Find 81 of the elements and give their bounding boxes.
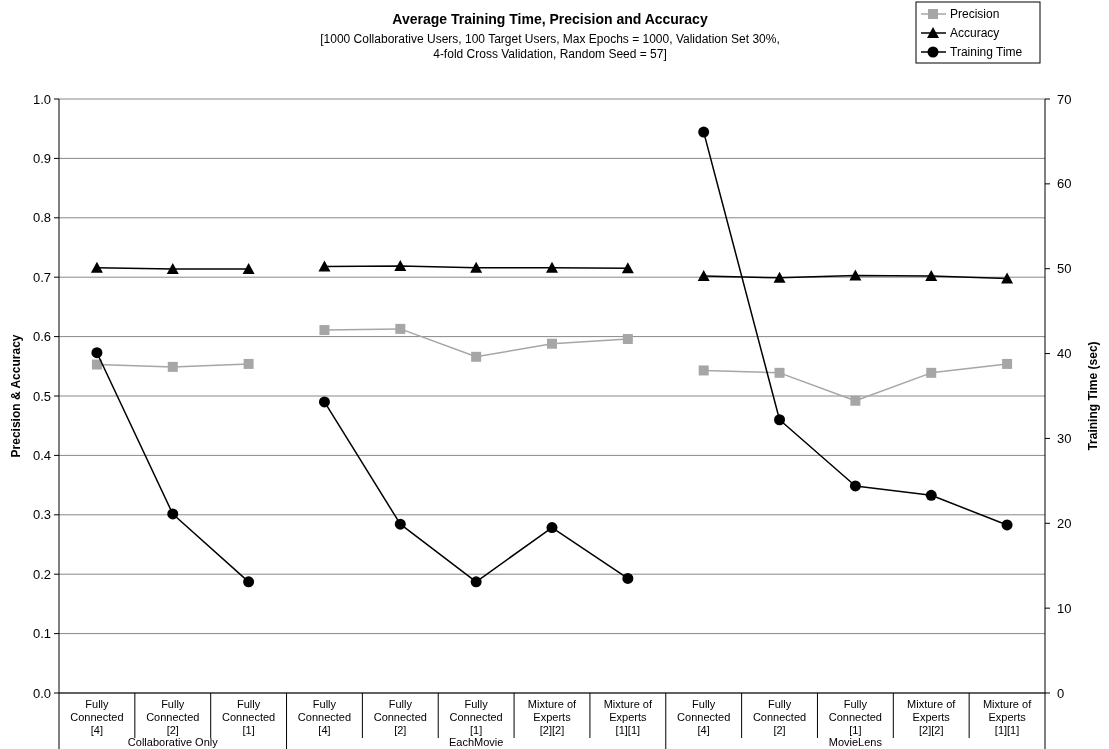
point xyxy=(546,522,558,534)
point xyxy=(774,367,785,378)
point xyxy=(167,508,179,520)
x-tick-label: Fully Connected [2] xyxy=(752,698,807,736)
y2-tick-label: 10 xyxy=(1057,600,1072,616)
point xyxy=(90,261,103,273)
point xyxy=(471,351,482,362)
x-tick-label: Fully Connected [1] xyxy=(449,698,503,736)
point xyxy=(470,576,482,588)
point xyxy=(850,395,861,406)
y-tick-label: 0.3 xyxy=(32,507,51,523)
y2-tick-label: 50 xyxy=(1057,261,1072,277)
x-tick-label: Fully Connected [4] xyxy=(677,698,731,736)
point xyxy=(318,396,330,408)
point xyxy=(91,347,103,359)
x-tick-label: Mixture of Experts [1][1] xyxy=(982,698,1033,736)
point xyxy=(318,260,331,272)
legend-label: Precision xyxy=(950,7,1000,22)
y-tick-label: 0.4 xyxy=(32,447,51,463)
y2-tick-label: 30 xyxy=(1057,430,1072,446)
y-tick-label: 0.9 xyxy=(32,150,51,166)
point xyxy=(546,261,558,273)
point xyxy=(166,262,179,274)
point xyxy=(547,338,557,349)
y-tick-label: 0.7 xyxy=(32,269,51,285)
point xyxy=(925,489,937,501)
text: MovieLens xyxy=(828,736,883,748)
y2-axis-title: Training Time (sec) xyxy=(1086,341,1100,451)
point xyxy=(394,518,406,530)
x-tick-label: Mixture of Experts [2][2] xyxy=(907,698,957,736)
x-tick-label: Fully Connected [1] xyxy=(828,698,882,736)
legend-label: Training Time xyxy=(950,45,1023,60)
x-tick-label: Mixture of Experts [1][1] xyxy=(603,698,653,736)
point xyxy=(1001,519,1013,531)
legend-label: Accuracy xyxy=(950,26,1000,41)
y2-tick-label: 0 xyxy=(1057,685,1065,701)
y-tick-label: 0.2 xyxy=(32,566,51,582)
point xyxy=(849,480,861,492)
chart-subtitle: [1000 Collaborative Users, 100 Target Users, Max Epochs = 1000, Validation Set 30%, 4-fold Cross Validation, Random Seed = 57] xyxy=(320,32,780,61)
x-tick-label: Mixture of Experts [2][2] xyxy=(527,698,578,736)
point xyxy=(319,325,330,336)
text: EachMovie xyxy=(448,736,504,748)
point xyxy=(622,333,633,344)
point xyxy=(242,262,255,274)
text: Collaborative Only xyxy=(127,736,219,748)
x-tick-label: Fully Connected [4] xyxy=(70,698,124,736)
y-tick-label: 0.0 xyxy=(32,685,51,701)
y2-tick-label: 60 xyxy=(1057,176,1072,192)
point xyxy=(925,270,938,282)
point xyxy=(698,365,709,376)
point xyxy=(697,270,710,282)
point xyxy=(167,361,178,372)
y-tick-label: 0.8 xyxy=(32,210,51,226)
point xyxy=(773,271,786,283)
x-tick-label: Fully Connected [2] xyxy=(146,698,200,736)
point xyxy=(622,572,634,584)
point xyxy=(774,414,786,426)
y-tick-label: 0.1 xyxy=(32,626,51,642)
y-tick-label: 0.6 xyxy=(32,329,51,345)
y-tick-label: 0.5 xyxy=(32,388,51,404)
chart-title: Average Training Time, Precision and Accuracy xyxy=(392,11,708,27)
y2-tick-label: 20 xyxy=(1057,515,1072,531)
point xyxy=(470,261,483,273)
point xyxy=(243,576,255,588)
y2-tick-label: 70 xyxy=(1057,91,1072,107)
point xyxy=(849,269,862,281)
point xyxy=(698,126,710,138)
point xyxy=(1001,272,1014,284)
x-tick-label: Fully Connected [1] xyxy=(222,698,276,736)
y2-tick-label: 40 xyxy=(1057,346,1072,362)
y-axis-title: Precision & Accuracy xyxy=(9,334,23,458)
y-tick-label: 1.0 xyxy=(32,91,51,107)
point xyxy=(91,359,102,370)
point xyxy=(926,367,937,378)
point xyxy=(621,262,634,274)
point xyxy=(1002,358,1013,369)
x-tick-label: Fully Connected [2] xyxy=(373,698,427,736)
point xyxy=(243,358,254,369)
point xyxy=(395,323,406,334)
x-tick-label: Fully Connected [4] xyxy=(297,698,352,736)
point xyxy=(394,259,407,271)
